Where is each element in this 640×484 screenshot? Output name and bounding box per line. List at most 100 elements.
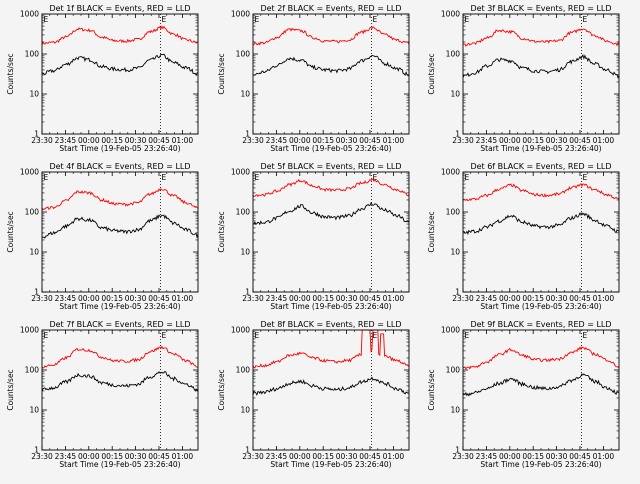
x-axis-label: Start Time (19-Feb-05 23:26:40)	[480, 302, 601, 311]
y-tick-label: 1	[34, 446, 39, 455]
y-tick-label: 1000	[231, 10, 250, 19]
y-axis-label: Counts/sec	[427, 53, 436, 94]
panel-det8: Det 8f BLACK = Events, RED = LLD 1 10 100 10…	[217, 320, 410, 469]
time-marker-label: E	[583, 173, 588, 182]
time-marker-label: E	[44, 331, 49, 340]
x-tick-label: 00:00	[289, 294, 311, 303]
time-marker-label: E	[44, 173, 49, 182]
x-tick-label: 01:00	[593, 136, 615, 145]
x-axis-label: Start Time (19-Feb-05 23:26:40)	[270, 144, 391, 153]
y-axis-label: Counts/sec	[6, 369, 15, 410]
x-tick-label: 00:30	[546, 294, 568, 303]
plot-frame	[462, 13, 620, 135]
x-tick-label: 00:30	[125, 136, 147, 145]
x-tick-label: 00:45	[148, 136, 170, 145]
time-marker-label: E	[465, 15, 470, 24]
events-series-line	[41, 214, 199, 239]
y-tick-label: 1	[455, 446, 460, 455]
panel-det6: Det 6f BLACK = Events, RED = LLD 1 10 100 10…	[427, 162, 620, 311]
x-tick-label: 01:00	[172, 452, 194, 461]
y-tick-label: 10	[29, 406, 39, 415]
x-tick-label: 23:30	[452, 294, 474, 303]
plot-frame	[462, 329, 620, 451]
panel-det7: Det 7f BLACK = Events, RED = LLD 1 10 100 10…	[6, 320, 199, 469]
y-tick-label: 100	[25, 208, 40, 217]
x-tick-label: 00:15	[312, 452, 334, 461]
time-marker-label: E	[162, 173, 167, 182]
y-tick-label: 1	[34, 288, 39, 297]
y-tick-label: 1	[245, 130, 250, 139]
x-tick-label: 00:45	[569, 136, 591, 145]
time-marker-label: E	[373, 15, 378, 24]
events-series-line	[41, 53, 199, 77]
time-marker-label: E	[44, 15, 49, 24]
x-tick-label: 00:45	[148, 452, 170, 461]
plot-frame	[252, 329, 410, 451]
x-tick-label: 23:45	[266, 452, 288, 461]
x-tick-label: 23:30	[31, 294, 53, 303]
y-tick-label: 1	[34, 130, 39, 139]
x-tick-label: 00:45	[569, 294, 591, 303]
y-tick-label: 100	[25, 50, 40, 59]
x-tick-label: 23:45	[55, 294, 77, 303]
y-tick-label: 1000	[441, 10, 460, 19]
plot-frame	[41, 13, 199, 135]
x-tick-label: 23:45	[266, 294, 288, 303]
x-tick-label: 23:45	[55, 136, 77, 145]
y-axis-label: Counts/sec	[427, 211, 436, 252]
plot-frame	[462, 171, 620, 293]
x-tick-label: 00:30	[546, 136, 568, 145]
events-series-line	[252, 202, 410, 226]
x-tick-label: 00:30	[125, 294, 147, 303]
x-tick-label: 00:00	[289, 452, 311, 461]
y-axis-label: Counts/sec	[217, 53, 226, 94]
x-tick-label: 01:00	[383, 136, 405, 145]
lld-series-line	[252, 329, 410, 369]
x-tick-label: 00:00	[499, 294, 521, 303]
x-tick-label: 00:45	[359, 452, 381, 461]
panel-det1: Det 1f BLACK = Events, RED = LLD 1 10 100 10…	[6, 4, 199, 153]
y-tick-label: 1000	[231, 326, 250, 335]
y-tick-label: 100	[236, 50, 251, 59]
x-tick-label: 00:15	[522, 452, 544, 461]
events-series-line	[252, 54, 410, 77]
x-tick-label: 23:30	[242, 136, 264, 145]
x-tick-label: 00:30	[546, 452, 568, 461]
y-tick-label: 1000	[20, 168, 39, 177]
time-marker-label: E	[162, 15, 167, 24]
time-marker-label: E	[373, 173, 378, 182]
x-tick-label: 23:45	[476, 452, 498, 461]
y-tick-label: 10	[240, 406, 250, 415]
x-axis-label: Start Time (19-Feb-05 23:26:40)	[270, 302, 391, 311]
plot-title: Det 1f BLACK = Events, RED = LLD	[49, 4, 190, 13]
y-tick-label: 100	[25, 366, 40, 375]
x-tick-label: 00:15	[101, 294, 123, 303]
time-marker-label: E	[255, 15, 260, 24]
y-axis-label: Counts/sec	[6, 211, 15, 252]
x-tick-label: 00:15	[101, 452, 123, 461]
x-tick-label: 23:45	[476, 294, 498, 303]
x-tick-label: 00:45	[569, 452, 591, 461]
plot-title: Det 5f BLACK = Events, RED = LLD	[260, 162, 401, 171]
x-tick-label: 00:45	[148, 294, 170, 303]
events-series-line	[462, 373, 620, 397]
time-marker-label: E	[465, 331, 470, 340]
y-tick-label: 10	[450, 248, 460, 257]
plot-title: Det 6f BLACK = Events, RED = LLD	[470, 162, 611, 171]
x-tick-label: 00:30	[336, 136, 358, 145]
y-tick-label: 10	[240, 90, 250, 99]
y-tick-label: 1000	[441, 326, 460, 335]
x-tick-label: 00:15	[101, 136, 123, 145]
x-tick-label: 00:15	[522, 294, 544, 303]
panel-det3: Det 3f BLACK = Events, RED = LLD 1 10 100 10…	[427, 4, 620, 153]
panel-det5: Det 5f BLACK = Events, RED = LLD 1 10 100 10…	[217, 162, 410, 311]
time-marker-label: E	[583, 15, 588, 24]
y-tick-label: 1000	[20, 10, 39, 19]
plot-title: Det 7f BLACK = Events, RED = LLD	[49, 320, 190, 329]
x-tick-label: 00:30	[336, 294, 358, 303]
time-marker-label: E	[255, 173, 260, 182]
x-tick-label: 23:45	[55, 452, 77, 461]
events-series-line	[462, 211, 620, 236]
lld-series-line	[41, 188, 199, 211]
plot-title: Det 2f BLACK = Events, RED = LLD	[260, 4, 401, 13]
